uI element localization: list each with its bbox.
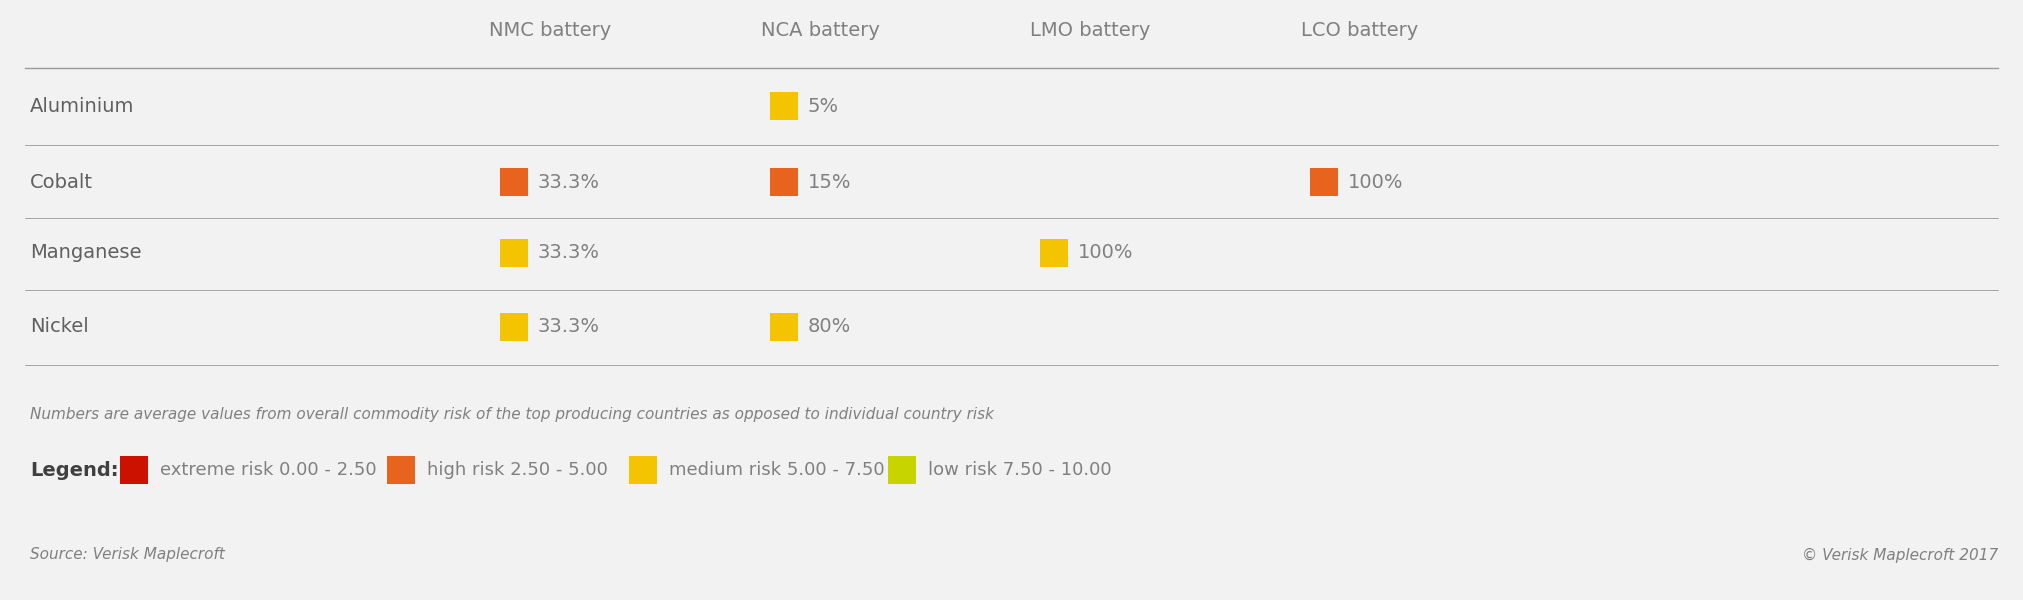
FancyBboxPatch shape (1040, 239, 1068, 267)
FancyBboxPatch shape (500, 313, 528, 341)
FancyBboxPatch shape (386, 456, 415, 484)
Text: 80%: 80% (807, 317, 852, 337)
FancyBboxPatch shape (771, 168, 797, 196)
Text: 100%: 100% (1078, 244, 1133, 263)
Text: low risk 7.50 - 10.00: low risk 7.50 - 10.00 (929, 461, 1111, 479)
Text: extreme risk 0.00 - 2.50: extreme risk 0.00 - 2.50 (160, 461, 376, 479)
Text: LMO battery: LMO battery (1030, 20, 1151, 40)
Text: NMC battery: NMC battery (490, 20, 611, 40)
Text: 100%: 100% (1347, 173, 1404, 191)
Text: Cobalt: Cobalt (30, 173, 93, 191)
Text: 33.3%: 33.3% (538, 244, 601, 263)
Text: Aluminium: Aluminium (30, 97, 134, 115)
FancyBboxPatch shape (629, 456, 657, 484)
Text: 33.3%: 33.3% (538, 317, 601, 337)
FancyBboxPatch shape (771, 92, 797, 120)
Text: Manganese: Manganese (30, 244, 142, 263)
Text: 15%: 15% (807, 173, 852, 191)
Text: © Verisk Maplecroft 2017: © Verisk Maplecroft 2017 (1802, 547, 1999, 563)
FancyBboxPatch shape (119, 456, 148, 484)
Text: medium risk 5.00 - 7.50: medium risk 5.00 - 7.50 (670, 461, 884, 479)
Text: Legend:: Legend: (30, 461, 119, 479)
FancyBboxPatch shape (500, 168, 528, 196)
FancyBboxPatch shape (1311, 168, 1337, 196)
FancyBboxPatch shape (500, 239, 528, 267)
Text: NCA battery: NCA battery (761, 20, 880, 40)
Text: 33.3%: 33.3% (538, 173, 601, 191)
Text: LCO battery: LCO battery (1301, 20, 1418, 40)
Text: Numbers are average values from overall commodity risk of the top producing coun: Numbers are average values from overall … (30, 407, 993, 422)
Text: 5%: 5% (807, 97, 840, 115)
FancyBboxPatch shape (888, 456, 916, 484)
Text: Nickel: Nickel (30, 317, 89, 337)
FancyBboxPatch shape (771, 313, 797, 341)
Text: high risk 2.50 - 5.00: high risk 2.50 - 5.00 (427, 461, 607, 479)
Text: Source: Verisk Maplecroft: Source: Verisk Maplecroft (30, 547, 225, 563)
